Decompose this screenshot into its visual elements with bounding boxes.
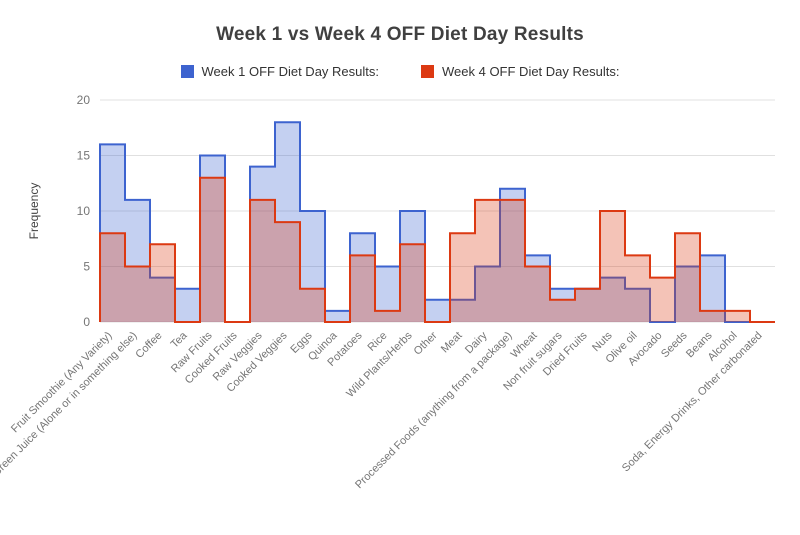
x-axis-label: Soda, Energy Drinks, Other carbonated bbox=[620, 330, 765, 475]
legend-label-week1: Week 1 OFF Diet Day Results: bbox=[201, 64, 379, 79]
legend-item-week4: Week 4 OFF Diet Day Results: bbox=[421, 64, 619, 79]
x-axis-label: Alcohol bbox=[706, 330, 740, 364]
x-axis-label: Wild Plants/Herbs bbox=[344, 329, 415, 400]
y-axis-tick-label: 20 bbox=[77, 93, 91, 107]
week1-series-area bbox=[100, 122, 775, 322]
y-axis-tick-label: 5 bbox=[83, 260, 90, 274]
x-axis-label: Non fruit sugars bbox=[501, 329, 565, 393]
x-axis-label: Other bbox=[412, 329, 440, 357]
week4-series-area bbox=[100, 177, 775, 322]
x-axis-label: Processed Foods (anything from a package… bbox=[353, 330, 515, 492]
y-axis-title: Frequency bbox=[27, 183, 41, 240]
x-axis-label: Fruit Smoothie (Any Variety) bbox=[9, 330, 115, 436]
y-axis-tick-label: 15 bbox=[77, 149, 91, 163]
x-axis-label: Tea bbox=[169, 329, 191, 351]
week4-legend-swatch-icon bbox=[421, 65, 434, 78]
x-axis-label: Dried Fruits bbox=[541, 329, 590, 378]
chart-title: Week 1 vs Week 4 OFF Diet Day Results bbox=[216, 24, 584, 45]
x-axis-label: Wheat bbox=[509, 330, 540, 361]
legend-item-week1: Week 1 OFF Diet Day Results: bbox=[180, 64, 379, 79]
x-axis-label: Dairy bbox=[463, 329, 490, 356]
x-axis-label: Green Juice (Alone or in something else) bbox=[0, 330, 140, 479]
x-axis-label: Quinoa bbox=[306, 329, 340, 363]
x-axis-label: Cooked Fruits bbox=[183, 329, 240, 386]
x-axis-label: Coffee bbox=[133, 330, 164, 361]
y-axis-tick-label: 0 bbox=[83, 315, 90, 329]
x-axis-label: Nuts bbox=[590, 329, 615, 354]
x-axis-label: Seeds bbox=[659, 329, 690, 360]
x-axis-label: Cooked Veggies bbox=[224, 329, 289, 394]
week1-series-line bbox=[99, 121, 775, 323]
x-axis-label: Eggs bbox=[288, 329, 315, 356]
x-axis-label: Olive oil bbox=[603, 330, 639, 366]
x-axis-label: Potatoes bbox=[325, 329, 365, 369]
week1-legend-swatch-icon bbox=[180, 65, 194, 78]
x-axis-label: Raw Fruits bbox=[169, 329, 215, 375]
x-axis-label: Beans bbox=[684, 329, 715, 360]
x-axis-label: Avocado bbox=[626, 330, 665, 369]
week4-series-line bbox=[99, 176, 775, 323]
legend: Week 1 OFF Diet Day Results: Week 4 OFF … bbox=[0, 64, 800, 79]
legend-label-week4: Week 4 OFF Diet Day Results: bbox=[442, 64, 620, 79]
y-axis-tick-label: 10 bbox=[77, 204, 91, 218]
x-axis-label: Meat bbox=[439, 330, 465, 356]
x-axis-label: Raw Veggies bbox=[211, 329, 265, 383]
x-axis-label: Rice bbox=[366, 330, 390, 354]
